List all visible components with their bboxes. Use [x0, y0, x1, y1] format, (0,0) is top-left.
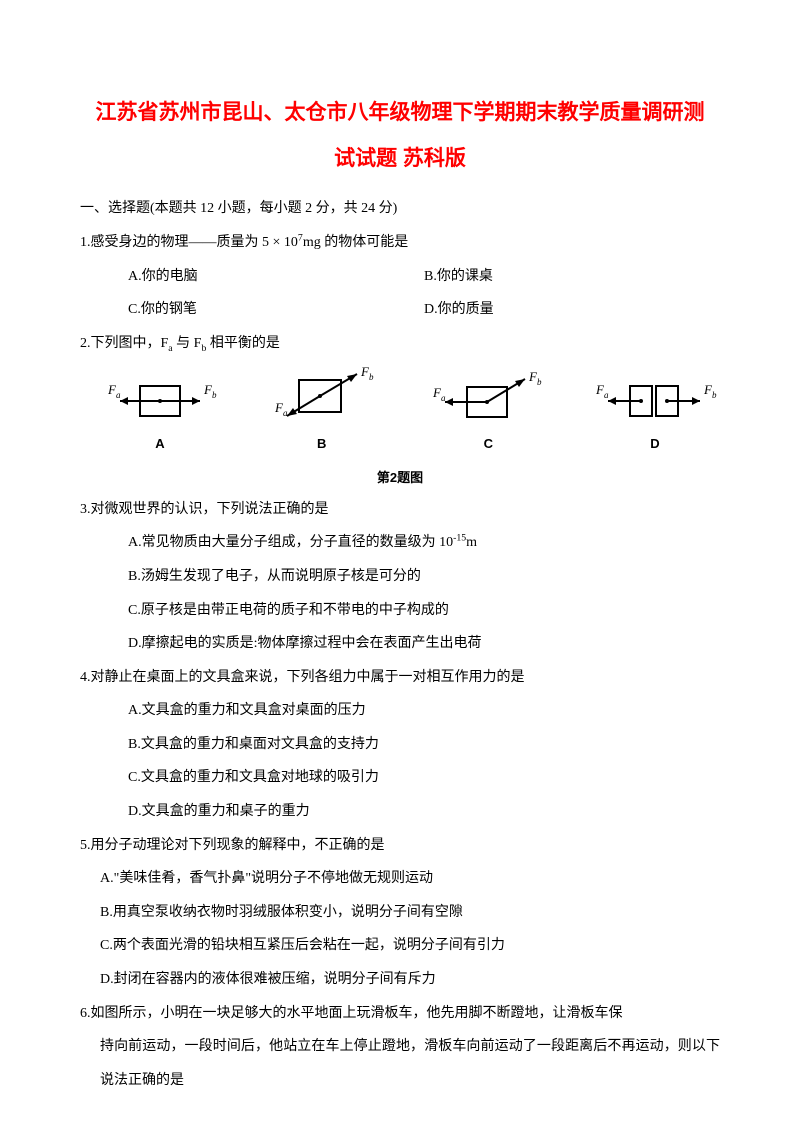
question-4: 4.对静止在桌面上的文具盒来说，下列各组力中属于一对相互作用力的是 A.文具盒的… — [80, 661, 720, 829]
svg-text:b: b — [369, 372, 374, 382]
q5-opt-a: A."美味佳肴，香气扑鼻"说明分子不停地做无规则运动 — [100, 862, 720, 896]
q2-figure-row: F a F b A F a F b — [100, 366, 720, 459]
q2-fig-a: F a F b A — [100, 376, 220, 459]
q1-options: A.你的电脑 B.你的课桌 C.你的钢笔 D.你的质量 — [80, 260, 720, 327]
q2-fig-d: F a F b D — [590, 376, 720, 459]
q1-stem: 1.感受身边的物理——质量为 5 × 107mg 的物体可能是 — [80, 226, 720, 260]
q3-opt-c: C.原子核是由带正电荷的质子和不带电的中子构成的 — [128, 594, 720, 628]
q3-stem: 3.对微观世界的认识，下列说法正确的是 — [80, 493, 720, 527]
q2-svg-a: F a F b — [100, 376, 220, 426]
q2-caption: 第2题图 — [80, 462, 720, 493]
q2-svg-d: F a F b — [590, 376, 720, 426]
q1-opt-d: D.你的质量 — [424, 293, 720, 327]
svg-text:a: a — [604, 390, 609, 400]
q2-label-b: B — [317, 428, 326, 459]
q2-fig-c: F a F b C — [423, 371, 553, 459]
q2-label-d: D — [650, 428, 659, 459]
q1-opt-b: B.你的课桌 — [424, 260, 720, 294]
q2-stem: 2.下列图中，Fa 与 Fb 相平衡的是 — [80, 327, 720, 361]
q4-options: A.文具盒的重力和文具盒对桌面的压力 B.文具盒的重力和桌面对文具盒的支持力 C… — [80, 694, 720, 828]
q6-stem: 6.如图所示，小明在一块足够大的水平地面上玩滑板车，他先用脚不断蹬地，让滑板车保 — [80, 997, 720, 1031]
question-1: 1.感受身边的物理——质量为 5 × 107mg 的物体可能是 A.你的电脑 B… — [80, 226, 720, 327]
q5-stem: 5.用分子动理论对下列现象的解释中，不正确的是 — [80, 829, 720, 863]
q2-label-a: A — [155, 428, 164, 459]
svg-text:b: b — [212, 390, 217, 400]
svg-text:a: a — [441, 393, 446, 403]
question-5: 5.用分子动理论对下列现象的解释中，不正确的是 A."美味佳肴，香气扑鼻"说明分… — [80, 829, 720, 997]
q1-opt-c: C.你的钢笔 — [128, 293, 424, 327]
q4-opt-a: A.文具盒的重力和文具盒对桌面的压力 — [128, 694, 720, 728]
q2-svg-c: F a F b — [423, 371, 553, 426]
q3-opt-a: A.常见物质由大量分子组成，分子直径的数量级为 10-15m — [128, 526, 720, 560]
q1-opt-a: A.你的电脑 — [128, 260, 424, 294]
q2-fig-b: F a F b B — [257, 366, 387, 459]
question-6: 6.如图所示，小明在一块足够大的水平地面上玩滑板车，他先用脚不断蹬地，让滑板车保… — [80, 997, 720, 1098]
q4-stem: 4.对静止在桌面上的文具盒来说，下列各组力中属于一对相互作用力的是 — [80, 661, 720, 695]
q4-opt-b: B.文具盒的重力和桌面对文具盒的支持力 — [128, 728, 720, 762]
q4-opt-c: C.文具盒的重力和文具盒对地球的吸引力 — [128, 761, 720, 795]
q5-opt-b: B.用真空泵收纳衣物时羽绒服体积变小，说明分子间有空隙 — [100, 896, 720, 930]
q2-label-c: C — [484, 428, 493, 459]
q3-opt-b: B.汤姆生发现了电子，从而说明原子核是可分的 — [128, 560, 720, 594]
q6-body: 持向前运动，一段时间后，他站立在车上停止蹬地，滑板车向前运动了一段距离后不再运动… — [80, 1030, 720, 1097]
svg-text:b: b — [537, 377, 542, 387]
svg-text:b: b — [712, 390, 717, 400]
svg-text:a: a — [283, 408, 288, 418]
question-2: 2.下列图中，Fa 与 Fb 相平衡的是 F a F b A — [80, 327, 720, 493]
q3-opt-d: D.摩擦起电的实质是:物体摩擦过程中会在表面产生出电荷 — [128, 627, 720, 661]
title-line-1: 江苏省苏州市昆山、太仓市八年级物理下学期期末教学质量调研测 — [96, 101, 705, 124]
title-line-2: 试试题 苏科版 — [334, 147, 466, 170]
question-3: 3.对微观世界的认识，下列说法正确的是 A.常见物质由大量分子组成，分子直径的数… — [80, 493, 720, 661]
svg-text:a: a — [116, 390, 121, 400]
q4-opt-d: D.文具盒的重力和桌子的重力 — [128, 795, 720, 829]
q5-opt-c: C.两个表面光滑的铅块相互紧压后会粘在一起，说明分子间有引力 — [100, 929, 720, 963]
q5-opt-d: D.封闭在容器内的液体很难被压缩，说明分子间有斥力 — [100, 963, 720, 997]
q3-options: A.常见物质由大量分子组成，分子直径的数量级为 10-15m B.汤姆生发现了电… — [80, 526, 720, 660]
exam-title: 江苏省苏州市昆山、太仓市八年级物理下学期期末教学质量调研测 试试题 苏科版 — [80, 90, 720, 182]
q5-options: A."美味佳肴，香气扑鼻"说明分子不停地做无规则运动 B.用真空泵收纳衣物时羽绒… — [80, 862, 720, 996]
q2-svg-b: F a F b — [257, 366, 387, 426]
section-1-heading: 一、选择题(本题共 12 小题，每小题 2 分，共 24 分) — [80, 192, 720, 226]
